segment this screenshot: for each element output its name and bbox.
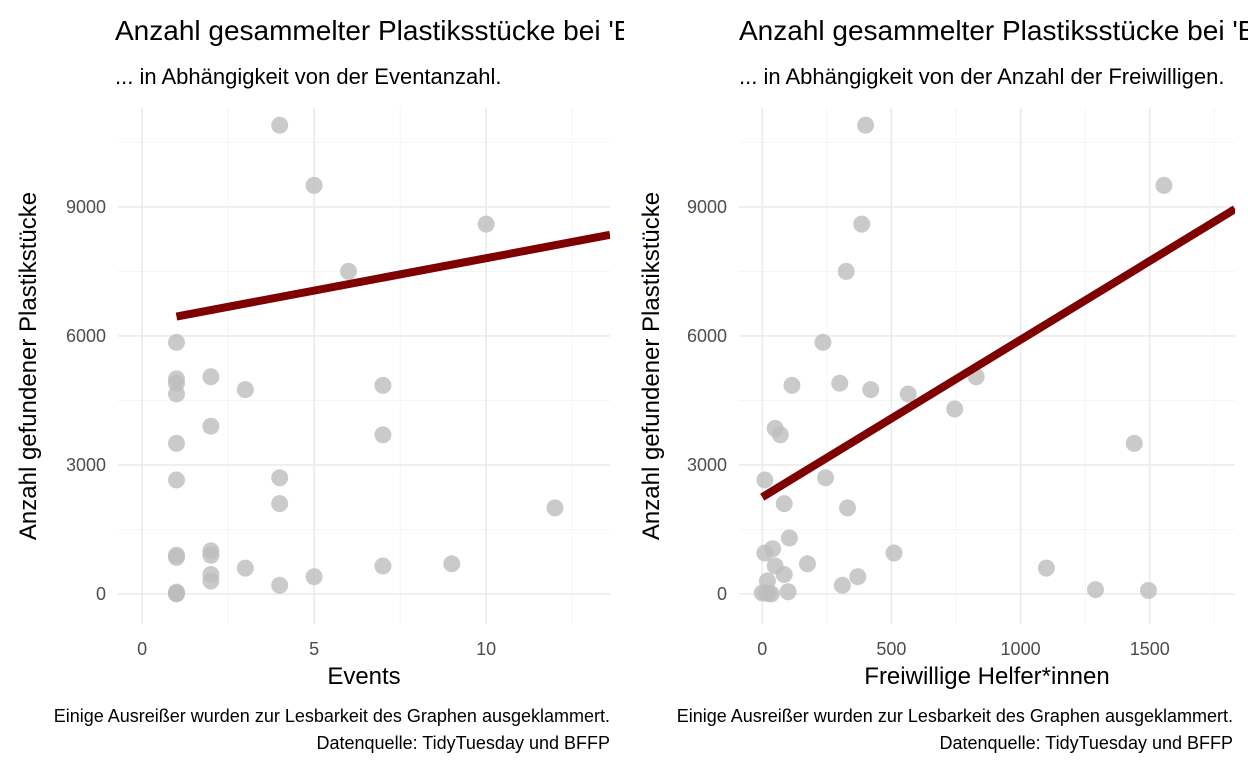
caption-source: Datenquelle: TidyTuesday und BFFP <box>940 733 1234 753</box>
data-point <box>798 555 816 573</box>
data-point <box>167 333 185 351</box>
data-point <box>814 333 832 351</box>
trend-line <box>175 230 610 321</box>
y-tick-label: 6000 <box>687 326 727 346</box>
chart-title: Anzahl gesammelter Plastiksstücke bei 'B… <box>739 15 1248 46</box>
data-point <box>271 495 289 513</box>
data-point <box>756 471 774 489</box>
caption-note: Einige Ausreißer wurden zur Lesbarkeit d… <box>677 706 1233 726</box>
data-point <box>271 469 289 487</box>
data-point <box>783 376 801 394</box>
points <box>167 116 564 603</box>
data-point <box>271 576 289 594</box>
data-point <box>885 544 903 562</box>
data-point <box>775 495 793 513</box>
data-point <box>443 555 461 573</box>
y-tick-label: 3000 <box>66 455 106 475</box>
data-point <box>1139 581 1157 599</box>
grid <box>118 108 610 624</box>
data-point <box>946 400 964 418</box>
data-point <box>374 376 392 394</box>
data-point <box>236 381 254 399</box>
data-point <box>167 548 185 566</box>
data-point <box>780 529 798 547</box>
x-tick-label: 5 <box>309 639 319 659</box>
data-point <box>167 385 185 403</box>
caption-source: Datenquelle: TidyTuesday und BFFP <box>317 733 611 753</box>
y-axis-title: Anzahl gefundener Plastikstücke <box>638 192 665 540</box>
data-point <box>762 585 780 603</box>
caption-note: Einige Ausreißer wurden zur Lesbarkeit d… <box>54 706 610 726</box>
data-point <box>775 566 793 584</box>
data-point <box>477 215 495 233</box>
chart-title: Anzahl gesammelter Plastiksstücke bei 'B… <box>115 15 921 46</box>
data-point <box>202 546 220 564</box>
data-point <box>837 262 855 280</box>
x-tick-label: 0 <box>757 639 767 659</box>
data-point <box>1037 559 1055 577</box>
data-point <box>779 583 797 601</box>
panel-volunteers: 0 3000 6000 9000 0 500 1000 1500 Anzahl gefunden… <box>638 15 1248 753</box>
data-point <box>833 576 851 594</box>
y-tick-label: 3000 <box>687 455 727 475</box>
x-tick-label: 1500 <box>1130 639 1170 659</box>
data-point <box>756 544 774 562</box>
chart-subtitle: ... in Abhängigkeit von der Eventanzahl. <box>115 64 501 89</box>
trend-line <box>760 205 1235 501</box>
data-point <box>202 572 220 590</box>
data-point <box>167 434 185 452</box>
chart-subtitle: ... in Abhängigkeit von der Anzahl der F… <box>739 64 1225 89</box>
data-point <box>862 381 880 399</box>
x-axis-title: Events <box>327 663 400 690</box>
data-point <box>817 469 835 487</box>
panel-events: 0 3000 6000 9000 0 5 10 Anzahl gefundener Plast… <box>15 15 921 753</box>
data-point <box>1087 581 1104 599</box>
data-point <box>857 116 875 134</box>
data-point <box>831 374 849 392</box>
data-point <box>546 499 564 517</box>
y-tick-label: 9000 <box>687 197 727 217</box>
points <box>753 116 1173 603</box>
data-point <box>849 568 867 586</box>
x-tick-label: 0 <box>137 639 147 659</box>
data-point <box>271 116 289 134</box>
data-point <box>1155 176 1173 194</box>
data-point <box>236 559 254 577</box>
y-tick-label: 0 <box>96 584 106 604</box>
data-point <box>167 471 185 489</box>
data-point <box>899 385 917 403</box>
y-tick-label: 9000 <box>66 197 106 217</box>
data-point <box>1125 434 1143 452</box>
x-tick-label: 1000 <box>1001 639 1041 659</box>
data-point <box>340 262 358 280</box>
data-point <box>202 368 220 386</box>
data-point <box>202 417 220 435</box>
data-point <box>771 426 789 444</box>
y-axis-title: Anzahl gefundener Plastikstücke <box>15 192 42 540</box>
x-axis-title: Freiwillige Helfer*innen <box>864 663 1109 690</box>
data-point <box>167 585 185 603</box>
data-point <box>853 215 871 233</box>
data-point <box>374 557 392 575</box>
y-tick-label: 0 <box>717 584 727 604</box>
data-point <box>839 499 856 517</box>
data-point <box>305 176 323 194</box>
y-tick-label: 6000 <box>66 326 106 346</box>
x-tick-label: 500 <box>876 639 906 659</box>
x-tick-label: 10 <box>476 639 496 659</box>
data-point <box>374 426 392 444</box>
data-point <box>305 568 323 586</box>
